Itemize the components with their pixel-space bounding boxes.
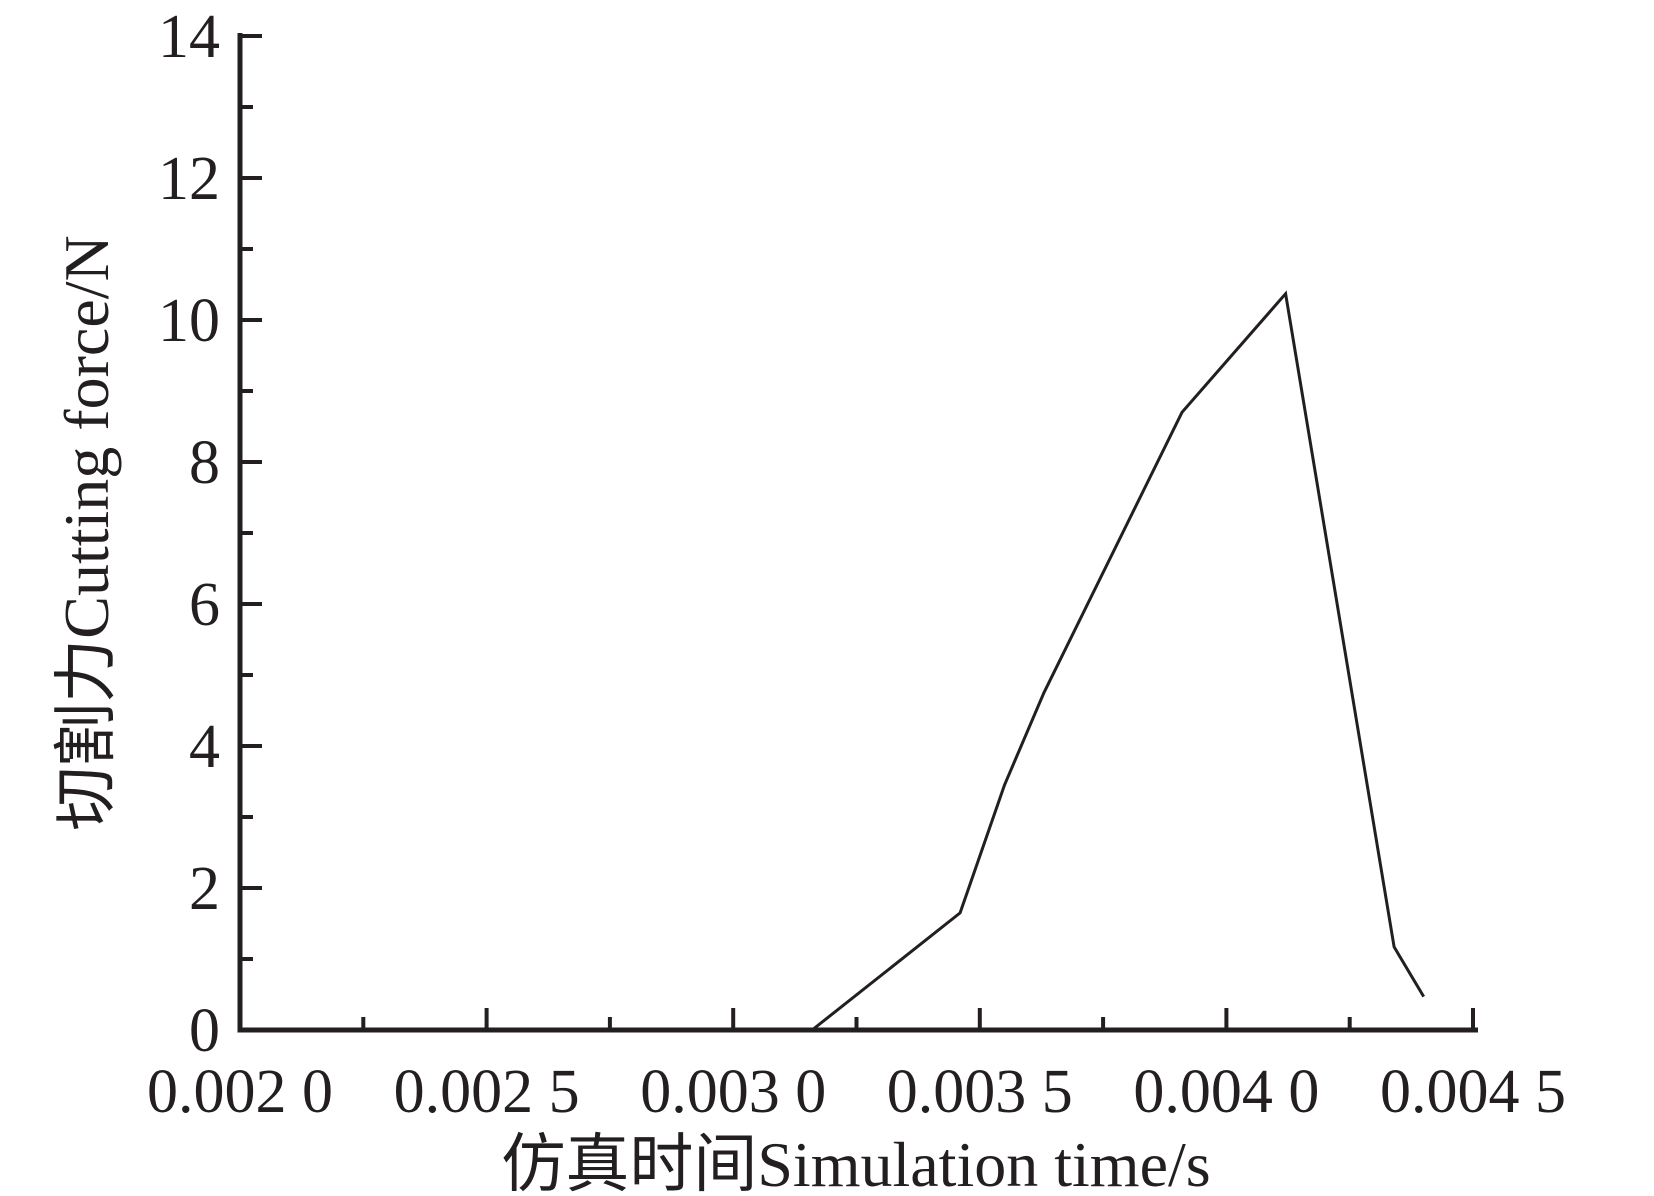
y-tick-label: 0 xyxy=(189,997,220,1065)
y-tick-label: 2 xyxy=(189,855,220,923)
x-tick-label: 0.003 0 xyxy=(640,1058,826,1126)
x-axis-label: 仿真时间Simulation time/s xyxy=(501,1129,1210,1196)
y-axis-label: 切割力Cutting force/N xyxy=(51,235,122,830)
curve-group xyxy=(811,290,1425,1032)
axes-group xyxy=(237,33,1478,1033)
y-tick-label: 14 xyxy=(158,3,220,71)
cutting-force-curve xyxy=(811,290,1425,1032)
tick-labels-group: 0.002 0 0.002 5 0.003 0 0.003 5 0.004 0 0.004… xyxy=(147,3,1566,1126)
y-tick-label: 8 xyxy=(189,429,220,497)
x-tick-label: 0.003 5 xyxy=(887,1058,1073,1126)
x-tick-label: 0.004 0 xyxy=(1133,1058,1319,1126)
x-tick-label: 0.002 0 xyxy=(147,1058,333,1126)
ticks-group xyxy=(238,34,1475,1032)
y-tick-label: 6 xyxy=(189,571,220,639)
x-tick-label: 0.004 5 xyxy=(1380,1058,1566,1126)
y-tick-label: 10 xyxy=(158,287,220,355)
x-tick-label: 0.002 5 xyxy=(394,1058,580,1126)
y-tick-label: 4 xyxy=(189,713,220,781)
y-tick-label: 12 xyxy=(158,145,220,213)
